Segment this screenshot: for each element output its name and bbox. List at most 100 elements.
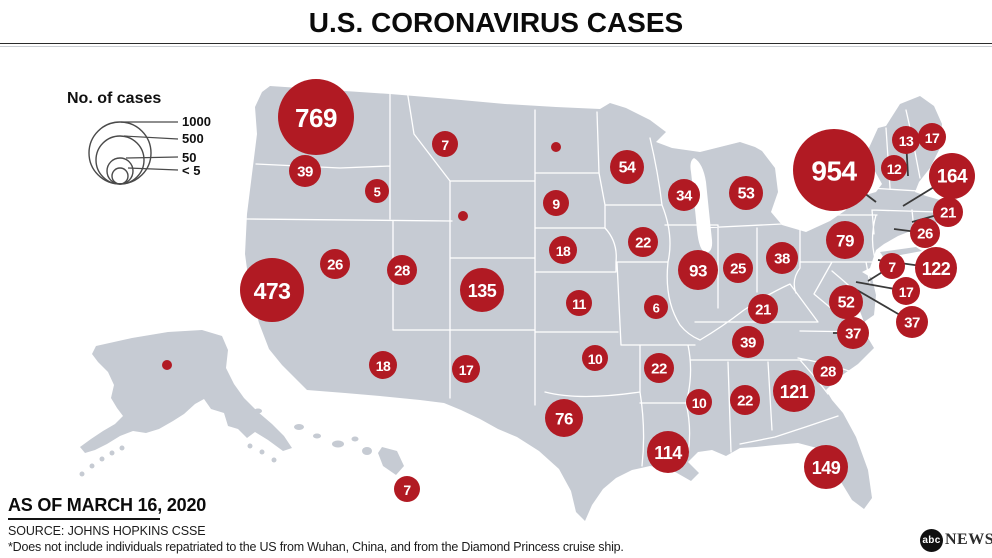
aleutian-islands xyxy=(79,443,277,477)
bubble-value-ok: 10 xyxy=(588,351,603,367)
bubble-value-ny: 954 xyxy=(811,156,857,187)
bubble-fl xyxy=(804,445,848,489)
bubble-va xyxy=(829,285,863,319)
bubble-nm xyxy=(452,355,480,383)
bubble-value-nv: 26 xyxy=(327,257,343,274)
bubble-me xyxy=(918,123,946,151)
bubble-value-sd: 9 xyxy=(552,196,560,212)
legend-circle-1000 xyxy=(88,121,152,185)
bubble-wa xyxy=(278,79,354,155)
bubble-value-ma: 164 xyxy=(937,167,968,188)
bubble-mo xyxy=(644,295,668,319)
bubble-value-fl: 149 xyxy=(812,458,841,478)
page-title: U.S. CORONAVIRUS CASES xyxy=(308,7,684,38)
bubble-or xyxy=(289,155,321,187)
bubble-value-oh: 38 xyxy=(774,251,790,268)
bubble-value-nm: 17 xyxy=(459,362,474,378)
as-of-underline xyxy=(8,518,160,520)
bubble-il xyxy=(678,250,718,290)
bubble-ut xyxy=(387,255,417,285)
bubble-in xyxy=(723,253,753,283)
bubble-value-ca: 473 xyxy=(254,278,291,304)
legend-label-lt5: < 5 xyxy=(182,163,201,178)
bubble-value-tx: 76 xyxy=(555,410,573,429)
bubble-value-or: 39 xyxy=(297,164,313,181)
bubble-md xyxy=(896,306,928,338)
bubble-value-ct: 26 xyxy=(917,226,933,243)
legend-size-circles xyxy=(88,121,152,185)
header-rule-dark xyxy=(0,43,992,44)
bubble-wi xyxy=(668,179,700,211)
bubble-mt xyxy=(432,131,458,157)
bubble-ma xyxy=(929,153,975,199)
bubble-mi xyxy=(729,176,763,210)
bubble-value-ar: 22 xyxy=(651,361,667,378)
legend-label-500: 500 xyxy=(182,131,204,146)
bubble-value-ri: 21 xyxy=(940,205,956,222)
bubble-nc xyxy=(837,317,869,349)
bubble-dc xyxy=(892,277,920,305)
bubble-wy xyxy=(458,211,468,221)
bubble-value-md: 37 xyxy=(904,315,920,332)
bubble-ga xyxy=(773,370,815,412)
bubble-value-in: 25 xyxy=(730,261,746,278)
us-mainland xyxy=(245,86,956,521)
legend-label-1000: 1000 xyxy=(182,114,211,129)
bubble-ok xyxy=(582,345,608,371)
bubble-tn xyxy=(732,326,764,358)
bubble-ak xyxy=(162,360,172,370)
bubble-vt xyxy=(881,155,907,181)
bubble-co xyxy=(460,268,504,312)
bubble-ar xyxy=(644,353,674,383)
bubble-value-va: 52 xyxy=(838,295,855,312)
bubble-value-hi: 7 xyxy=(403,482,411,498)
alaska xyxy=(80,330,292,453)
bubble-la xyxy=(647,431,689,473)
bubble-value-tn: 39 xyxy=(740,335,756,352)
bubble-value-mo: 6 xyxy=(653,301,660,316)
bubble-value-ky: 21 xyxy=(755,302,771,319)
bubble-value-nh: 13 xyxy=(899,133,914,149)
header-rule-light xyxy=(0,46,992,47)
bubble-value-ut: 28 xyxy=(394,263,410,280)
bubble-value-az: 18 xyxy=(376,358,391,374)
bubble-value-co: 135 xyxy=(468,281,497,301)
bubble-value-mi: 53 xyxy=(738,186,755,203)
bubble-value-mn: 54 xyxy=(619,160,636,177)
bubble-sc xyxy=(813,356,843,386)
abc-news-wordmark: NEWS xyxy=(945,531,992,548)
bubble-value-id: 5 xyxy=(374,185,381,200)
bubble-value-mt: 7 xyxy=(441,137,449,153)
bubble-pa xyxy=(826,221,864,259)
bubble-value-ks: 11 xyxy=(572,296,587,312)
bubble-nj xyxy=(915,247,957,289)
case-bubbles: 769 39 473 26 5 7 28 135 18 17 9 18 11 10 76 54 22 6 22 114… xyxy=(162,79,975,502)
bubble-sd xyxy=(543,190,569,216)
bubble-value-al: 22 xyxy=(737,393,753,410)
bubble-value-ne: 18 xyxy=(556,243,571,259)
hawaii-islands xyxy=(254,408,404,475)
lake-michigan xyxy=(690,158,713,253)
abc-logo-icon: abc xyxy=(920,528,943,552)
bubble-nh xyxy=(892,126,920,154)
bubble-nd xyxy=(551,142,561,152)
legend-title: No. of cases xyxy=(67,90,162,107)
bubble-value-pa: 79 xyxy=(836,232,854,251)
bubble-hi xyxy=(394,476,420,502)
bubble-ks xyxy=(566,290,592,316)
bubble-ny xyxy=(793,129,875,211)
legend-label-50: 50 xyxy=(182,150,197,165)
bubble-value-ga: 121 xyxy=(780,382,809,402)
bubble-tx xyxy=(545,399,583,437)
abc-news-logo: abc NEWS xyxy=(920,528,992,552)
bubble-ca xyxy=(240,258,304,322)
source-line: SOURCE: JOHNS HOPKINS CSSE xyxy=(8,524,206,538)
as-of-date: AS OF MARCH 16, 2020 xyxy=(8,495,207,515)
footnote: *Does not include individuals repatriate… xyxy=(8,540,624,554)
bubble-value-vt: 12 xyxy=(887,161,902,177)
bubble-oh xyxy=(766,242,798,274)
bubble-ia xyxy=(628,227,658,257)
bubble-ms xyxy=(686,389,712,415)
